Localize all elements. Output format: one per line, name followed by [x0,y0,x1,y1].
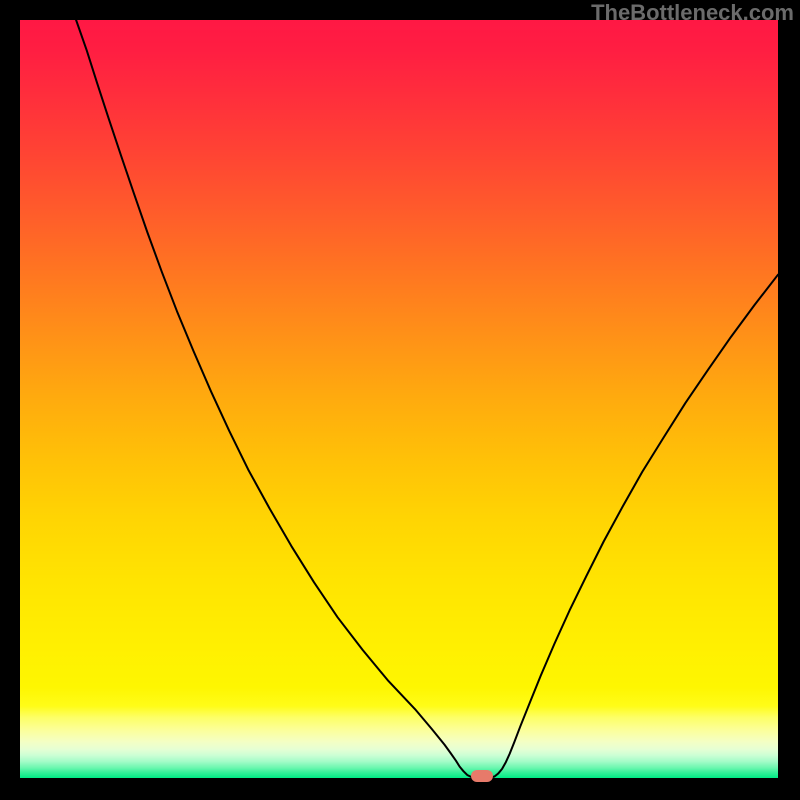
chart-background [0,0,800,800]
plot-area [20,20,778,778]
watermark-text: TheBottleneck.com [591,0,794,26]
bottleneck-marker [471,770,493,782]
chart-root: TheBottleneck.com [0,0,800,800]
